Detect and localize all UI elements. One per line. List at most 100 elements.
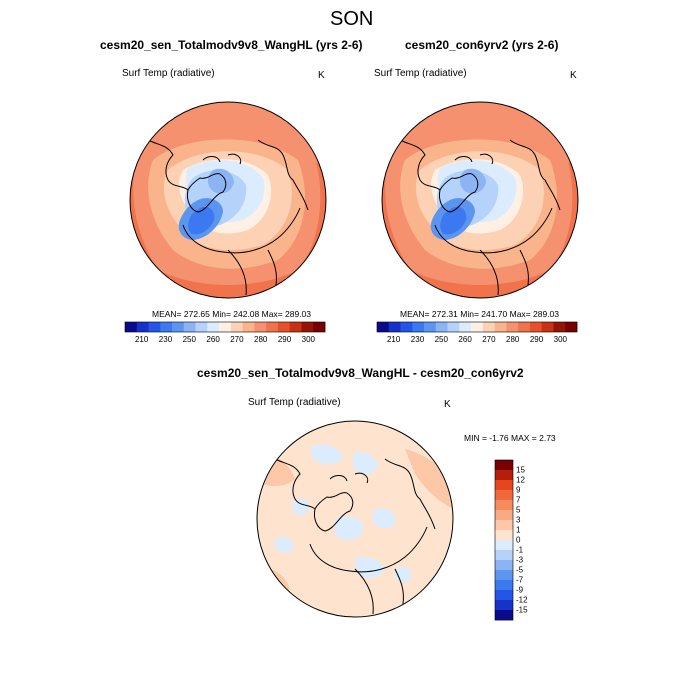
colorbar-tick-label: 290	[277, 335, 292, 344]
panel-2-colorbar-labels: 210 230 250 260 270 280 290 300	[377, 335, 577, 347]
colorbar-swatch	[412, 322, 425, 332]
colorbar-swatch	[495, 610, 513, 621]
colorbar-tick-label: 270	[230, 335, 244, 344]
colorbar-swatch	[495, 470, 513, 481]
colorbar-tick-label: 280	[254, 335, 268, 344]
colorbar-swatch	[518, 322, 531, 332]
colorbar-swatch	[435, 322, 448, 332]
colorbar-swatch	[172, 322, 185, 332]
colorbar-swatch	[148, 322, 161, 332]
colorbar-swatch	[400, 322, 413, 332]
colorbar-tick-label: 250	[434, 335, 448, 344]
colorbar-tick-label: 230	[158, 335, 173, 344]
colorbar-tick-label: -12	[516, 595, 528, 605]
colorbar-swatch	[242, 322, 255, 332]
colorbar-tick-label: 260	[206, 335, 220, 344]
panel-3-title: cesm20_sen_Totalmodv9v8_WangHL - cesm20_…	[197, 366, 524, 380]
colorbar-swatch	[313, 322, 326, 332]
colorbar-swatch	[388, 322, 401, 332]
colorbar-swatch	[495, 560, 513, 571]
colorbar-tick-label: 210	[386, 335, 401, 344]
colorbar-swatch	[553, 322, 566, 332]
colorbar-swatch	[254, 322, 267, 332]
colorbar-tick-label: 210	[134, 335, 149, 344]
colorbar-swatch	[495, 550, 513, 561]
colorbar-tick-label: -9	[516, 585, 524, 595]
colorbar-tick-label: -1	[516, 545, 524, 555]
panel-1-stats: MEAN= 272.65 Min= 242.08 Max= 289.03	[152, 309, 312, 319]
colorbar-swatch	[495, 490, 513, 501]
colorbar-tick-label: 290	[529, 335, 544, 344]
colorbar-swatch	[495, 570, 513, 581]
colorbar-tick-label: 250	[182, 335, 196, 344]
colorbar-swatch	[495, 590, 513, 601]
panel-1-title: cesm20_sen_Totalmodv9v8_WangHL (yrs 2-6)	[100, 38, 363, 52]
colorbar-tick-label: 230	[410, 335, 425, 344]
colorbar-swatch	[277, 322, 291, 332]
colorbar-swatch	[541, 322, 554, 332]
panel-2-colorbar	[376, 321, 578, 333]
panel-1-units: K	[318, 70, 325, 81]
colorbar-swatch	[377, 322, 390, 332]
colorbar-tick-label: 3	[516, 515, 521, 525]
colorbar-swatch	[495, 540, 513, 551]
colorbar-tick-label: -5	[516, 565, 524, 575]
panel-2-stats: MEAN= 272.31 Min= 241.70 Max= 289.03	[400, 309, 560, 319]
colorbar-swatch	[495, 510, 513, 521]
colorbar-swatch	[495, 530, 513, 541]
panel-3-variable-label: Surf Temp (radiative)	[248, 397, 341, 408]
colorbar-swatch	[195, 322, 208, 332]
colorbar-tick-label: 1	[516, 525, 521, 535]
panel-3-stats: MIN = -1.76 MAX = 2.73	[464, 433, 556, 443]
colorbar-swatch	[136, 322, 149, 332]
panel-3-units: K	[444, 399, 451, 410]
colorbar-swatch	[424, 322, 437, 332]
panel-1-colorbar	[124, 321, 326, 333]
colorbar-swatch	[529, 322, 543, 332]
colorbar-tick-label: 300	[553, 335, 568, 344]
colorbar-swatch	[160, 322, 173, 332]
colorbar-swatch	[482, 322, 495, 332]
panel-2-title: cesm20_con6yrv2 (yrs 2-6)	[405, 38, 559, 52]
colorbar-swatch	[495, 600, 513, 611]
panel-1-colorbar-labels: 210 230 250 260 270 280 290 300	[125, 335, 325, 347]
colorbar-swatch	[230, 322, 243, 332]
panel-2-map	[381, 101, 579, 299]
colorbar-swatch	[495, 520, 513, 531]
colorbar-tick-label: 0	[516, 535, 521, 545]
colorbar-swatch	[495, 480, 513, 491]
colorbar-tick-label: 9	[516, 485, 521, 495]
colorbar-tick-label: -3	[516, 555, 524, 565]
colorbar-tick-label: 280	[506, 335, 520, 344]
colorbar-tick-label: 270	[482, 335, 496, 344]
figure-title: SON	[330, 8, 374, 30]
colorbar-swatch	[207, 322, 220, 332]
colorbar-tick-label: 300	[301, 335, 316, 344]
panel-3-colorbar-labels: 15 12 9 7 5 3 1 0 -1 -3 -5 -7 -9 -12 -15	[516, 460, 546, 620]
colorbar-tick-label: 5	[516, 505, 521, 515]
colorbar-tick-label: -15	[516, 605, 528, 615]
colorbar-swatch	[289, 322, 302, 332]
panel-1-map	[129, 101, 327, 299]
panel-1-variable-label: Surf Temp (radiative)	[122, 68, 215, 79]
colorbar-swatch	[459, 322, 472, 332]
colorbar-tick-label: -7	[516, 575, 524, 585]
colorbar-swatch	[447, 322, 460, 332]
colorbar-swatch	[495, 460, 513, 471]
colorbar-swatch	[495, 580, 513, 591]
colorbar-tick-label: 15	[516, 465, 525, 475]
colorbar-swatch	[266, 322, 279, 332]
colorbar-tick-label: 260	[458, 335, 472, 344]
panel-2-variable-label: Surf Temp (radiative)	[374, 68, 467, 79]
colorbar-swatch	[506, 322, 519, 332]
colorbar-swatch	[183, 322, 196, 332]
colorbar-swatch	[219, 322, 232, 332]
panel-2-units: K	[570, 70, 577, 81]
colorbar-swatch	[565, 322, 578, 332]
colorbar-swatch	[471, 322, 484, 332]
colorbar-swatch	[301, 322, 314, 332]
colorbar-swatch	[495, 500, 513, 511]
colorbar-tick-label: 12	[516, 475, 525, 485]
colorbar-tick-label: 7	[516, 495, 521, 505]
panel-3-map	[256, 420, 454, 618]
